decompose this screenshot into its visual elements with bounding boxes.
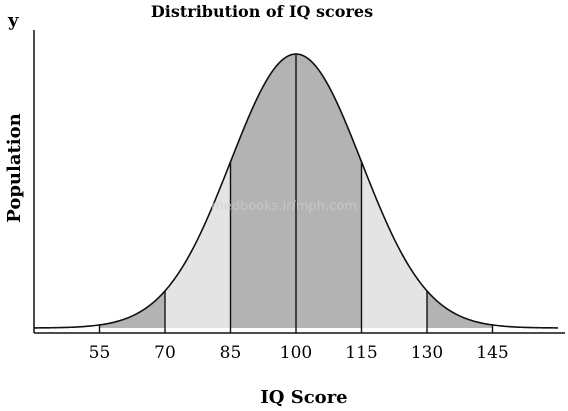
x-axis-label: IQ Score xyxy=(260,387,347,408)
x-tick-label-100: 100 xyxy=(280,343,312,363)
chart-title: Distribution of IQ scores xyxy=(151,2,373,21)
x-tick-label-115: 115 xyxy=(345,343,377,363)
x-tick-label-145: 145 xyxy=(476,343,508,363)
x-tick-label-130: 130 xyxy=(411,343,443,363)
watermark: medbooks.ir/mph.com xyxy=(211,199,357,214)
band-130-145 xyxy=(427,290,493,328)
y-axis-marker: y xyxy=(7,10,19,31)
y-axis-label: Population xyxy=(4,113,25,222)
x-tick-label-70: 70 xyxy=(154,343,176,363)
x-tick-label-85: 85 xyxy=(220,343,242,363)
x-tick-labels: 55 70 85 100 115 130 145 xyxy=(89,343,509,363)
x-tick-label-55: 55 xyxy=(89,343,111,363)
band-dividers xyxy=(98,54,494,333)
band-100-115 xyxy=(296,54,362,328)
band-85-100 xyxy=(230,54,296,328)
band-55-70 xyxy=(99,290,165,328)
